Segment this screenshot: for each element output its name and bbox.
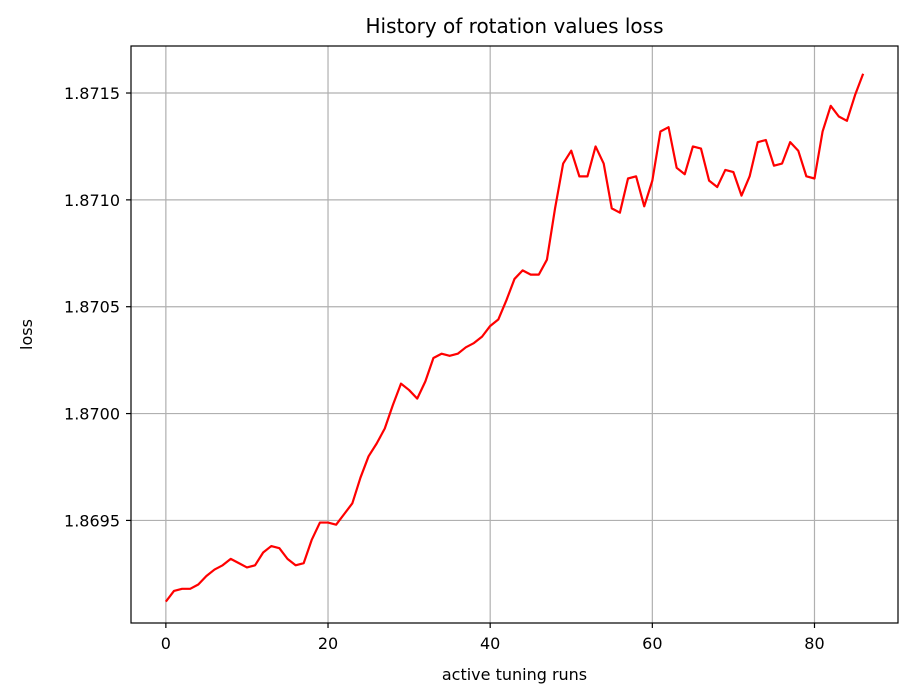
series-layer — [164, 73, 865, 603]
x-tick-label: 60 — [642, 634, 662, 653]
y-tick-label: 1.8715 — [64, 84, 120, 103]
series-line — [164, 73, 865, 603]
y-axis-label: loss — [17, 319, 36, 350]
y-tick-label: 1.8705 — [64, 298, 120, 317]
x-tick-label: 0 — [161, 634, 171, 653]
y-tick-label: 1.8710 — [64, 191, 120, 210]
x-tick-label: 20 — [318, 634, 338, 653]
ticks: 0 20 40 60 80 1.8695 1.8700 1.8705 1.8710 1.8715 — [64, 84, 825, 653]
y-tick-label: 1.8695 — [64, 511, 120, 530]
plot-frame — [130, 45, 899, 624]
chart-title: History of rotation values loss — [366, 14, 664, 38]
x-tick-label: 40 — [480, 634, 500, 653]
y-tick-label: 1.8700 — [64, 405, 120, 424]
x-tick-label: 80 — [804, 634, 824, 653]
x-axis-label: active tuning runs — [442, 665, 587, 684]
grid — [131, 46, 898, 623]
